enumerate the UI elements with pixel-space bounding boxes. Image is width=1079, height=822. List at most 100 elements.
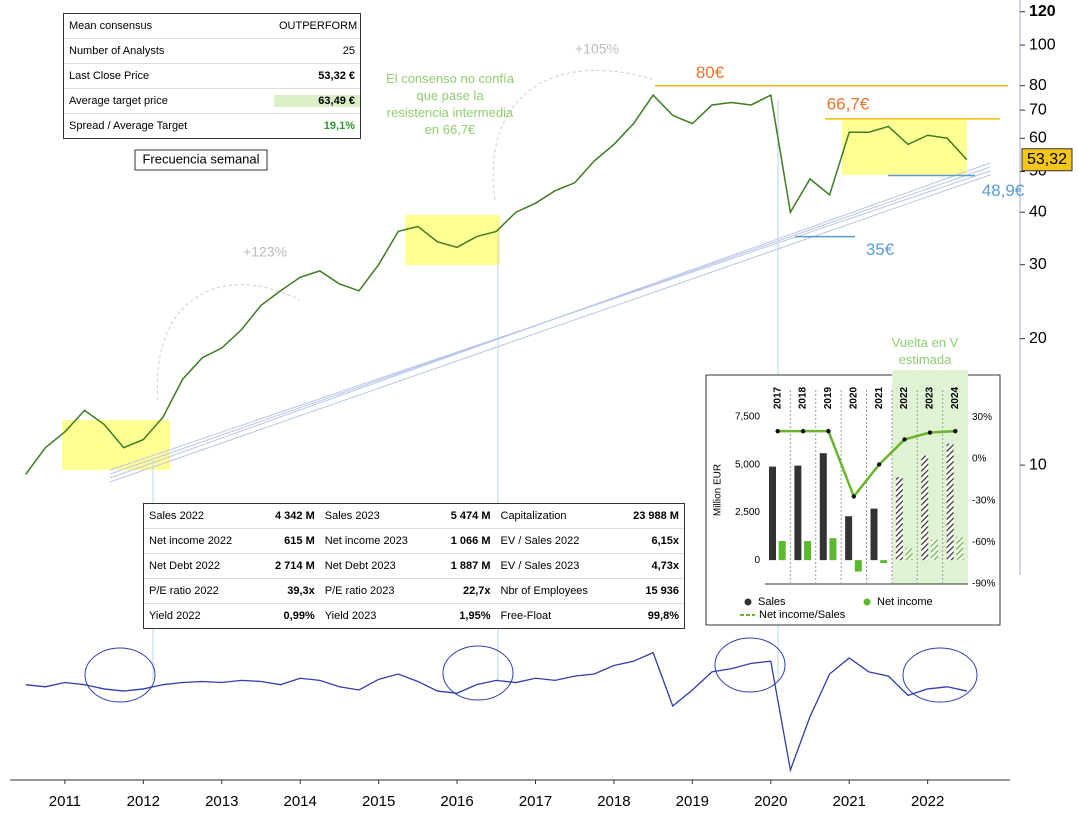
- table-cell: P/E ratio 2023: [324, 585, 395, 597]
- table-cell: Yield 2023: [324, 610, 377, 622]
- table-cell: Net income 2022: [149, 535, 233, 547]
- y-tick-label: 7,500: [735, 412, 760, 423]
- ratio-dot: [775, 428, 780, 434]
- fundamentals-table: Sales 2022 4 342 M Sales 2023 5 474 M Capita…: [143, 503, 685, 629]
- bar: [778, 541, 786, 561]
- x-tick-label: 2016: [440, 793, 473, 810]
- table-cell: P/E ratio 2022: [149, 585, 219, 597]
- ratio-dot: [851, 494, 857, 499]
- table-cell: 1 066 M: [450, 535, 491, 547]
- bar: [905, 548, 913, 561]
- table-cell: Yield 2022: [149, 610, 201, 622]
- level-label: 80€: [696, 63, 725, 82]
- table-cell: 53,32 €: [318, 70, 355, 82]
- ratio-line: [777, 429, 956, 499]
- table-cell: Net Debt 2023: [324, 560, 396, 572]
- bar: [829, 538, 837, 561]
- decor: [10, 0, 1021, 781]
- y-tick-label: 60: [1029, 129, 1047, 146]
- bar: [946, 443, 954, 561]
- table-cell: Mean consensus: [69, 20, 153, 32]
- table-cell: Net income 2023: [324, 535, 408, 547]
- table-cell: Spread / Average Target: [69, 120, 188, 132]
- table-cell: Average target price: [69, 95, 168, 107]
- ratio-dot: [876, 462, 882, 467]
- ellipse: [442, 645, 514, 701]
- legend-label: Net income/Sales: [759, 609, 846, 621]
- category-label: 2022: [899, 386, 910, 409]
- legend-label: Net income: [877, 596, 933, 608]
- table-row: Mean consensus OUTPERFORM: [64, 14, 360, 39]
- ellipse: [84, 647, 156, 703]
- y-tick-label: 100: [1029, 36, 1056, 53]
- table-row: Net income 2022 615 M Net income 2023 1 066…: [144, 529, 684, 554]
- table-cell: EV / Sales 2023: [500, 560, 580, 572]
- inset: 2017 2018 2019 2020 2021 2022 2023 2024 7,500 5,0…: [713, 370, 995, 621]
- trend: [109, 170, 991, 471]
- annotation: Vuelta en V estimada: [891, 335, 959, 367]
- ellipse: [714, 637, 786, 693]
- table-cell: 39,3x: [287, 585, 315, 597]
- table-cell: 15 936: [645, 585, 679, 597]
- table-cell: 2 714 M: [275, 560, 315, 572]
- table-cell: 1,95%: [459, 610, 491, 622]
- table-cell: 99,8%: [647, 610, 679, 622]
- table-cell: 63,49 €: [274, 95, 360, 107]
- x-tick-label: 2013: [205, 793, 238, 810]
- level-label: 35€: [866, 240, 895, 259]
- y-tick-label: 10: [1029, 456, 1047, 473]
- x-tick-label: 2018: [597, 793, 630, 810]
- y2-tick-label: 0%: [972, 454, 987, 465]
- annotation-box: El consenso no confía que pase la resist…: [386, 71, 514, 137]
- category-label: 2018: [798, 386, 809, 409]
- table-cell: 615 M: [284, 535, 315, 547]
- price-line: [25, 93, 968, 475]
- ratio-dot: [927, 430, 933, 435]
- ellipse: [902, 647, 978, 703]
- bar: [880, 560, 888, 563]
- oscillator-line: [25, 651, 968, 773]
- category-label: 2019: [823, 386, 834, 409]
- level-label: 66,7€: [827, 94, 870, 113]
- x-tick-label: 2011: [49, 793, 81, 810]
- bar: [930, 539, 938, 561]
- category-label: 2017: [772, 386, 783, 409]
- table-cell: Nbr of Employees: [500, 585, 588, 597]
- table-cell: 1 887 M: [450, 560, 491, 572]
- y-axis-label: Million EUR: [713, 464, 724, 516]
- table-cell: 22,7x: [462, 585, 491, 597]
- table-row: P/E ratio 2022 39,3x P/E ratio 2023 22,7x Nb…: [144, 579, 684, 604]
- table-cell: Number of Analysts: [69, 45, 165, 57]
- y2-tick-label: -30%: [972, 495, 995, 506]
- x-tick-label: 2021: [833, 793, 866, 810]
- bar: [804, 541, 812, 561]
- y-tick-label: 30: [1029, 256, 1047, 273]
- table-cell: 6,15x: [651, 535, 679, 547]
- table-cell: 5 474 M: [450, 510, 491, 522]
- table-row: Yield 2022 0,99% Yield 2023 1,95% Free-Float…: [144, 604, 684, 628]
- highlight: [62, 420, 170, 470]
- category-label: 2024: [950, 386, 961, 409]
- highlight: [405, 215, 500, 265]
- x-tick-label: 2015: [362, 793, 395, 810]
- table-row: Last Close Price 53,32 €: [64, 64, 360, 89]
- table-cell: Capitalization: [500, 510, 567, 522]
- y-tick-label: 40: [1029, 203, 1047, 220]
- bar: [921, 455, 929, 561]
- table-cell: 19,1%: [323, 120, 355, 132]
- y-tick-label: 5,000: [735, 459, 760, 470]
- consensus-table: Mean consensus OUTPERFORM Number of Analys…: [63, 13, 361, 139]
- table-row: Average target price 63,49 €: [64, 89, 360, 114]
- annotation: +105%: [575, 41, 619, 57]
- annotation: Frecuencia semanal: [142, 151, 259, 166]
- ratio-dot: [826, 428, 831, 434]
- bar: [845, 516, 853, 561]
- table-row: Sales 2022 4 342 M Sales 2023 5 474 M Capita…: [144, 504, 684, 529]
- bar: [854, 560, 862, 572]
- y-tick-label: 20: [1029, 330, 1047, 347]
- bar: [819, 453, 827, 561]
- ratio-dot: [902, 437, 907, 442]
- x-tick-label: 2020: [754, 793, 787, 810]
- table-row: Number of Analysts 25: [64, 39, 360, 64]
